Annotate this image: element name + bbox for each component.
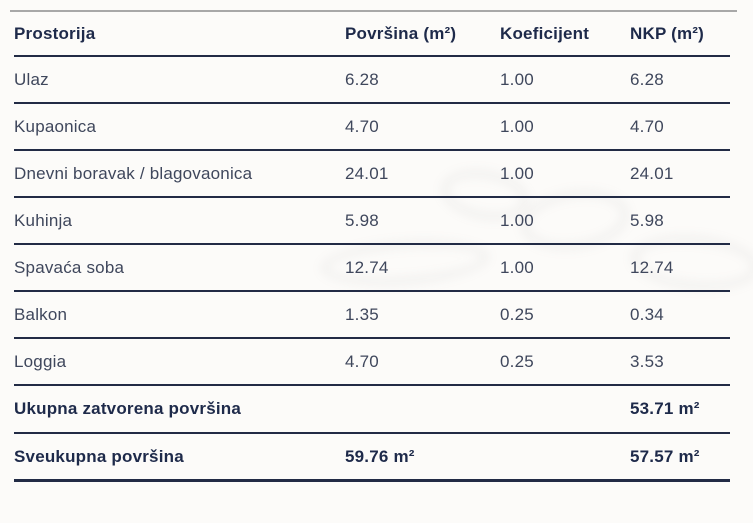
table-row: Spavaća soba 12.74 1.00 12.74 <box>14 245 730 292</box>
coefficient-cell: 1.00 <box>500 116 534 136</box>
area-cell: 4.70 <box>345 351 379 371</box>
area-cell: 4.70 <box>345 116 379 136</box>
coefficient-cell: 1.00 <box>500 163 534 183</box>
area-cell: 59.76 m² <box>345 446 415 466</box>
column-header-prostorija: Prostorija <box>14 23 96 43</box>
nkp-cell: 0.34 <box>630 304 664 324</box>
table-row: Kuhinja 5.98 1.00 5.98 <box>14 198 730 245</box>
grand-total-area-row: Sveukupna površina 59.76 m² 57.57 m² <box>14 434 730 482</box>
column-header-nkp: NKP (m²) <box>630 23 705 43</box>
room-name-cell: Loggia <box>14 351 67 371</box>
table-row: Dnevni boravak / blagovaonica 24.01 1.00… <box>14 151 730 198</box>
area-cell: 24.01 <box>345 163 389 183</box>
area-cell: 6.28 <box>345 69 379 89</box>
table-row: Ulaz 6.28 1.00 6.28 <box>14 57 730 104</box>
column-header-koeficijent: Koeficijent <box>500 23 590 43</box>
room-name-cell: Ulaz <box>14 69 49 89</box>
total-enclosed-area-row: Ukupna zatvorena površina 53.71 m² <box>14 386 730 434</box>
column-header-povrsina: Površina (m²) <box>345 23 457 43</box>
total-label: Ukupna zatvorena površina <box>14 399 242 418</box>
coefficient-cell: 1.00 <box>500 210 534 230</box>
nkp-cell: 4.70 <box>630 116 664 136</box>
coefficient-cell: 0.25 <box>500 351 534 371</box>
table-row: Balkon 1.35 0.25 0.34 <box>14 292 730 339</box>
table-header-row: Prostorija Površina (m²) Koeficijent NKP… <box>14 12 730 57</box>
nkp-cell: 57.57 m² <box>630 446 700 466</box>
nkp-cell: 3.53 <box>630 351 664 371</box>
coefficient-cell: 0.25 <box>500 304 534 324</box>
coefficient-cell: 1.00 <box>500 69 534 89</box>
area-cell: 5.98 <box>345 210 379 230</box>
room-name-cell: Kupaonica <box>14 116 97 136</box>
area-cell: 12.74 <box>345 257 389 277</box>
nkp-cell: 5.98 <box>630 210 664 230</box>
coefficient-cell: 1.00 <box>500 257 534 277</box>
room-name-cell: Balkon <box>14 304 68 324</box>
table-row: Loggia 4.70 0.25 3.53 <box>14 339 730 386</box>
table-row: Kupaonica 4.70 1.00 4.70 <box>14 104 730 151</box>
nkp-cell: 53.71 m² <box>630 399 700 418</box>
top-divider <box>10 10 737 12</box>
room-name-cell: Spavaća soba <box>14 257 125 277</box>
nkp-cell: 24.01 <box>630 163 674 183</box>
total-label: Sveukupna površina <box>14 446 184 466</box>
room-area-table: Prostorija Površina (m²) Koeficijent NKP… <box>14 12 730 482</box>
nkp-cell: 12.74 <box>630 257 674 277</box>
nkp-cell: 6.28 <box>630 69 664 89</box>
room-name-cell: Kuhinja <box>14 210 73 230</box>
area-cell: 1.35 <box>345 304 379 324</box>
room-name-cell: Dnevni boravak / blagovaonica <box>14 163 253 183</box>
